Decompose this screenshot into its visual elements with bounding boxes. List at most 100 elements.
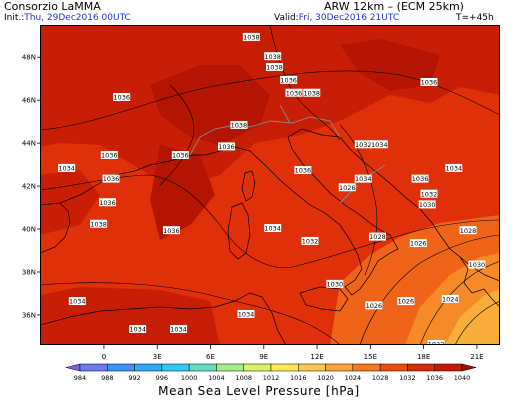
colorbar-level-label: 1032 (399, 374, 416, 382)
isobar-label-text: 1034 (58, 164, 75, 172)
isobar-label: 1028 (459, 226, 477, 235)
isobar-label-text: 1038 (303, 89, 320, 97)
isobar-label-box (265, 62, 283, 71)
isobar-label: 1034 (68, 297, 86, 306)
isobar-label: 1034 (354, 174, 372, 183)
isobar-label-box (326, 279, 344, 288)
isobar-label-text: 1026 (366, 302, 383, 310)
lat-tick-label: 36N (22, 311, 36, 319)
isobar-label: 1036 (285, 88, 303, 97)
isobar-label-box (354, 174, 372, 183)
isobar-label: 1026 (409, 239, 427, 248)
lead-time: T=+45h (456, 13, 494, 23)
coastline-sardinia (227, 202, 251, 260)
model-resolution: ARW 12km – (ECM 25km) (324, 0, 464, 13)
isobar-label-box (303, 88, 321, 97)
coastline-corsica (241, 170, 256, 202)
isobar-label-box (459, 226, 477, 235)
isobar-label-box (242, 32, 260, 41)
lat-tick-label: 48N (22, 54, 36, 62)
colorbar-level-label: 1012 (263, 374, 280, 382)
isobar-label: 1034 (129, 324, 147, 334)
lon-tick-label: 15E (364, 353, 377, 361)
isobar-label-text: 1030 (327, 280, 344, 288)
lat-tick-label: 44N (22, 140, 36, 148)
isobar-label-text: 1036 (412, 175, 429, 183)
isobar-label: 1034 (58, 163, 76, 172)
isobar-label: 1036 (280, 75, 298, 84)
isobar-label-box (280, 75, 298, 84)
isobar-label-text: 1034 (170, 326, 187, 334)
isobar-label-box (264, 224, 282, 233)
isobar-label-box (397, 297, 415, 306)
isobar-label: 1034 (264, 224, 282, 233)
colorbar-level-label: 988 (101, 374, 113, 382)
isobar-label: 1030 (418, 200, 436, 209)
isobar-label-text: 1038 (264, 53, 281, 61)
colorbar-swatch (107, 363, 135, 372)
isobar-label-box (301, 236, 319, 245)
isobar-label: 1032 (420, 189, 438, 198)
field-1036-west (40, 170, 100, 235)
isobar-label-text: 1032 (302, 238, 319, 246)
colorbar-swatch (270, 363, 299, 372)
isobar-label-text: 1036 (280, 76, 297, 84)
lon-tick-label: 6E (206, 353, 215, 361)
init-line: Init.:Thu, 29Dec2016 00UTC (4, 13, 131, 23)
isobar-label-text: 1038 (231, 122, 248, 130)
isobar-label-box (409, 239, 427, 248)
isobar-label-box (170, 324, 188, 333)
isobar-label-text: 1036 (286, 89, 303, 97)
colorbar-swatch (79, 363, 108, 372)
isobar-label: 1038 (265, 62, 283, 72)
isobar-label: 1034 (370, 140, 388, 149)
isobar-label: 1038 (230, 120, 248, 130)
colorbar-level-label: 1040 (454, 374, 471, 382)
isobar-label-text: 1036 (172, 152, 189, 160)
isobar-label-box (468, 260, 486, 269)
isobar-label: 1036 (217, 142, 235, 151)
isobar-label-box (441, 294, 459, 303)
isobar-label-box (354, 140, 372, 149)
pressure-colorbar: 984 988 992 996 1000 1004 1008 1012 1016 1020 1024… (65, 363, 477, 382)
isobar-label: 1034 (170, 324, 188, 334)
isobar-label-text: 1034 (264, 225, 281, 233)
isobar-label: 1026 (338, 183, 356, 192)
latitude-axis: 48N 46N 44N 42N 40N 38N 36N (22, 54, 40, 319)
coastline-sicily (299, 286, 349, 312)
isobar-label-text: 1034 (446, 164, 463, 172)
isobar-label-text: 1032 (355, 141, 372, 149)
isobar-label: 1024 (441, 294, 459, 303)
map-frame (40, 25, 500, 345)
colorbar-level-label: 1020 (317, 374, 334, 382)
isobar-label-box (411, 174, 429, 183)
isobar-label: 1036 (294, 166, 312, 175)
isobar-label-text: 1028 (460, 227, 477, 235)
isobar-label: 1036 (171, 151, 189, 160)
colorbar-swatch (407, 363, 435, 372)
lon-tick-label: 21E (470, 353, 483, 361)
isobar-label-box (113, 93, 131, 102)
isobar-label-text: 1036 (421, 79, 438, 87)
colorbar-level-label: 984 (74, 374, 86, 382)
isobar-label: 1038 (303, 88, 321, 97)
isobar-label-box (129, 324, 147, 333)
field-1016-southeast (445, 289, 500, 345)
isobar-label: 1038 (90, 219, 108, 228)
isobar-label-text: 1024 (442, 295, 459, 303)
isobar-label: 1034 (237, 309, 255, 319)
colorbar-level-label: 992 (128, 374, 140, 382)
isobar-label-text: 1034 (371, 141, 388, 149)
isobar-label-text: 1034 (238, 311, 255, 319)
isobar-label-box (418, 200, 436, 209)
colorbar-swatch (216, 363, 244, 372)
colorbar-level-label: 1016 (290, 374, 307, 382)
isobar-label: 1030 (326, 279, 344, 288)
isobar-label-text: 1038 (266, 64, 283, 72)
isobar-label: 1032 (354, 140, 372, 149)
isobar-label-box (237, 309, 255, 318)
colorbar-min-arrow (65, 363, 81, 372)
isobar-label-text: 1036 (218, 143, 235, 151)
lat-tick-label: 42N (22, 183, 36, 191)
isobar-label: 1030 (468, 260, 486, 269)
